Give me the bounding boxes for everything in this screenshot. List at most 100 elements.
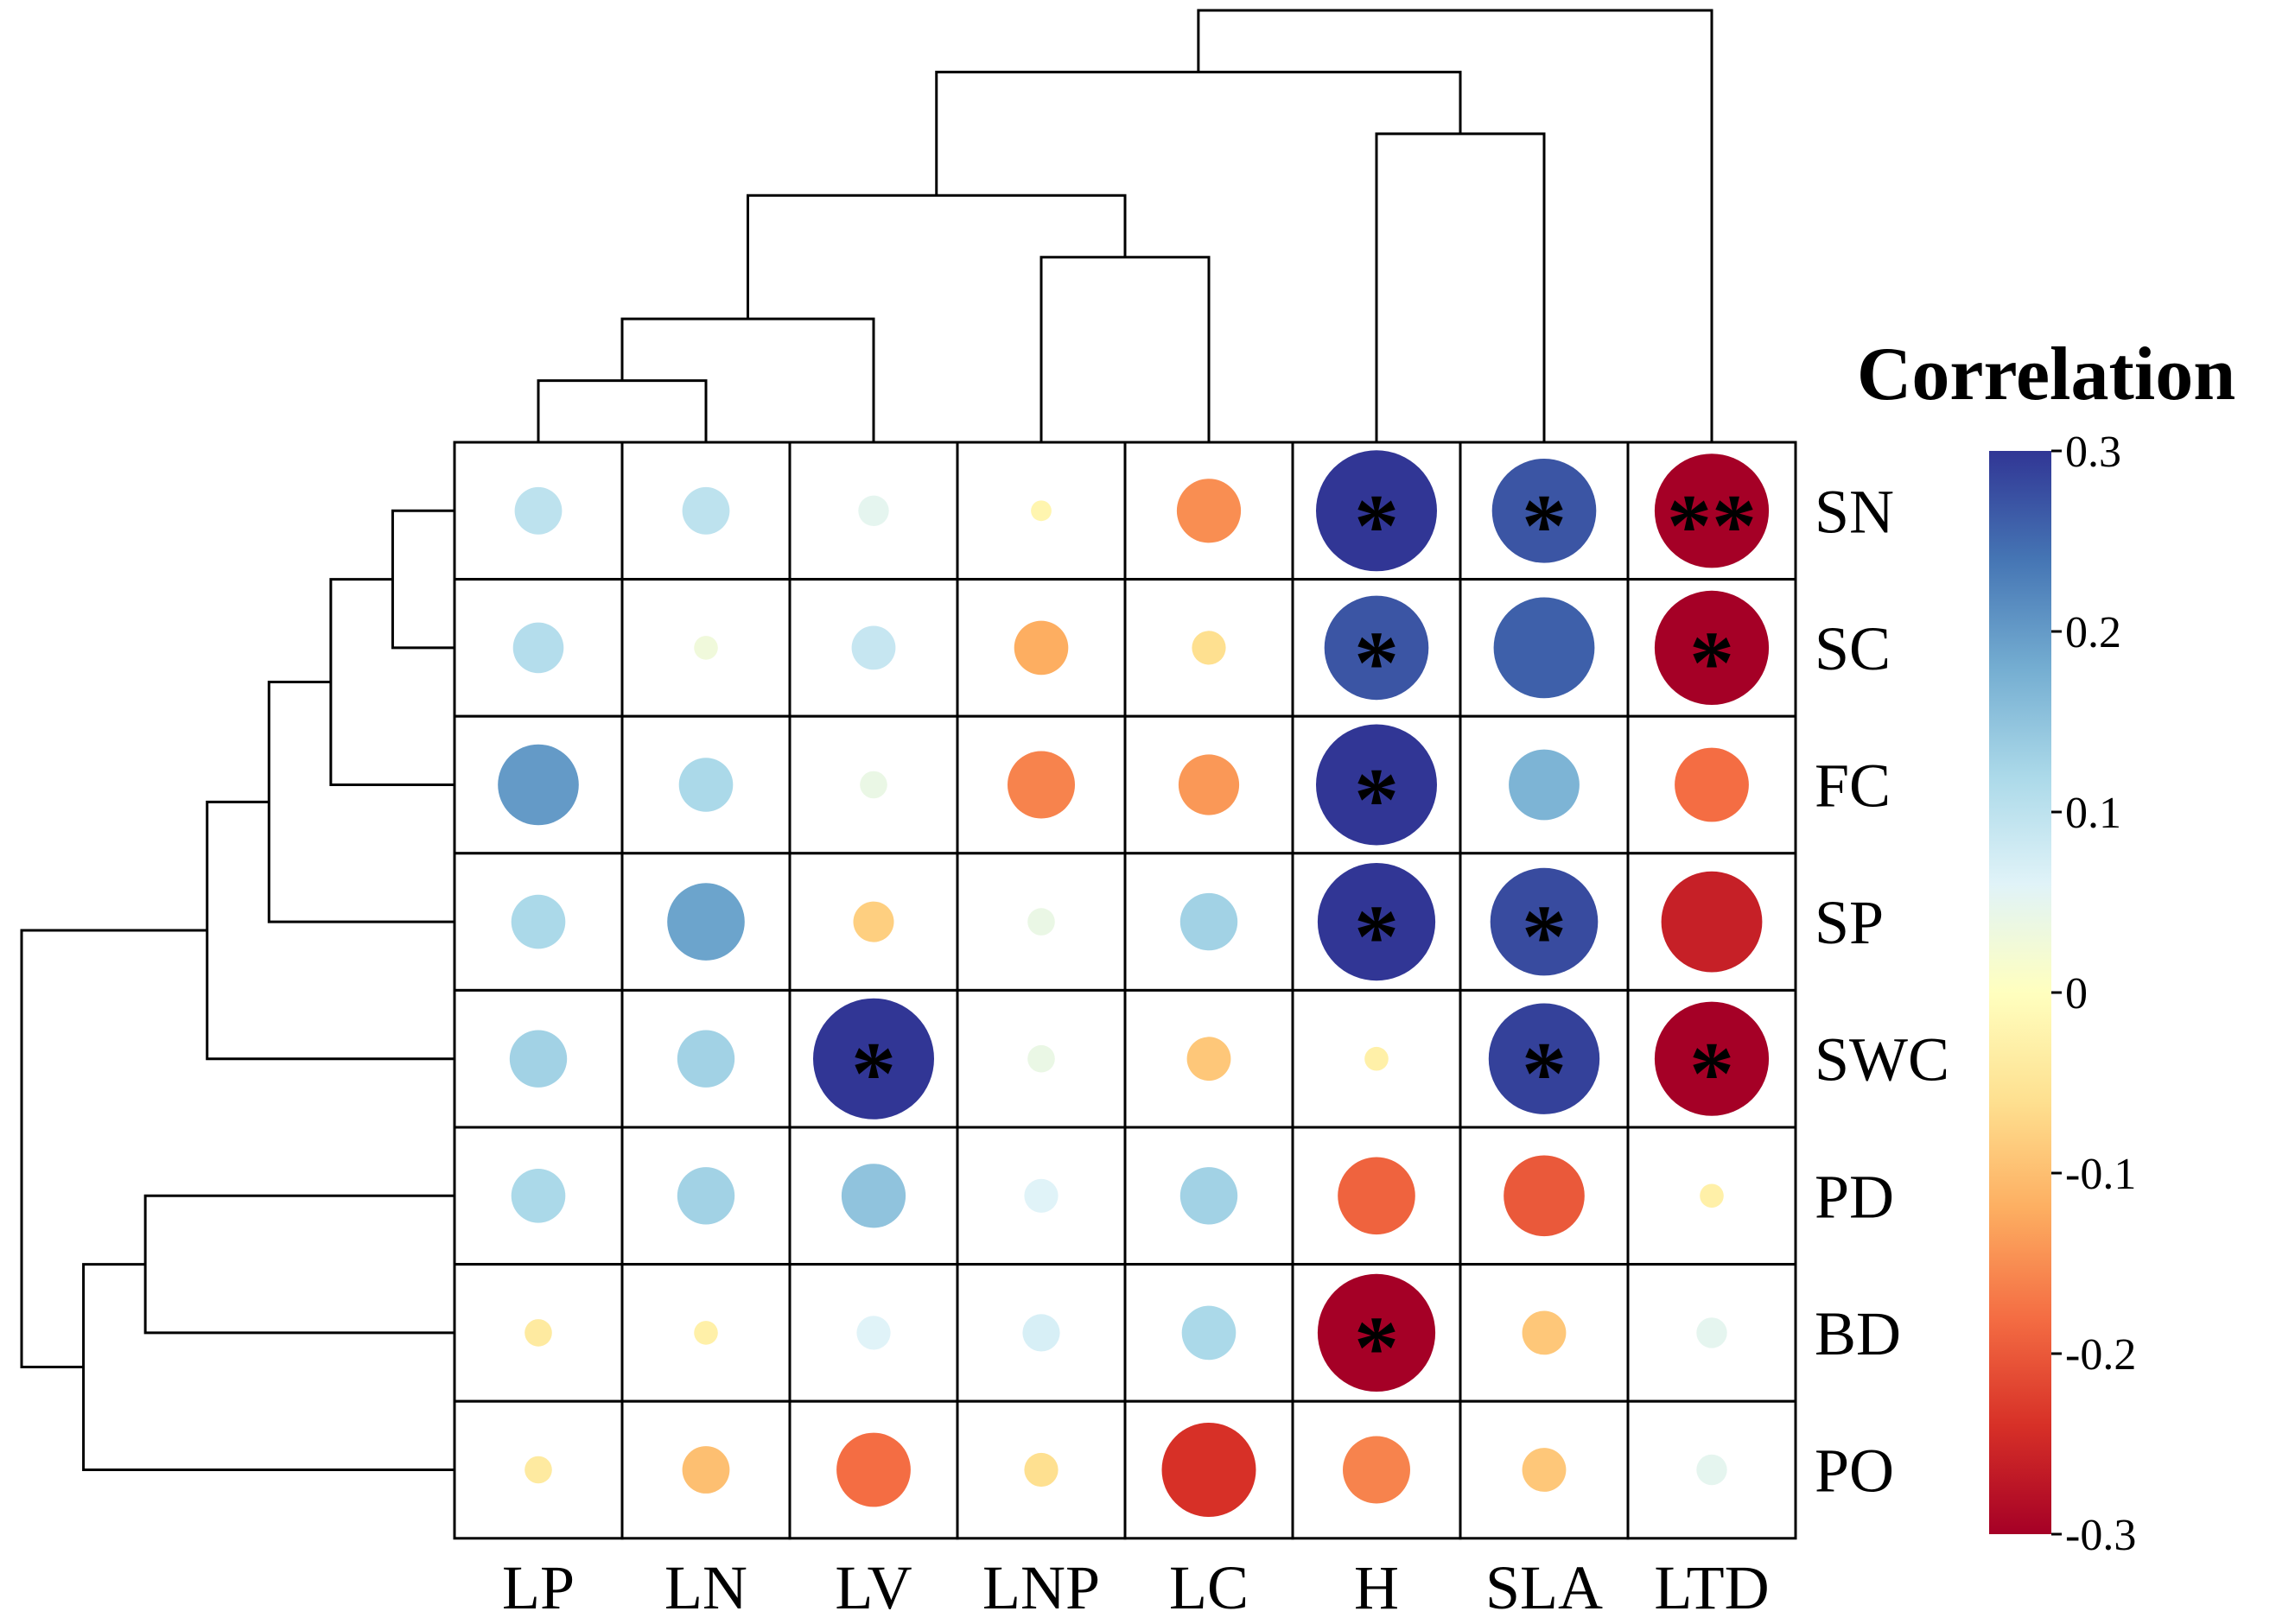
correlation-bubble [1488, 1003, 1600, 1114]
significance-marker: * [851, 1025, 896, 1124]
y-tick-label: SC [1815, 614, 1891, 683]
correlation-bubble [1176, 479, 1242, 543]
colorbar-tick-label: 0 [2065, 969, 2088, 1018]
correlation-bubble [1654, 1001, 1770, 1116]
column-dendrogram-link [537, 379, 708, 442]
colorbar-tick-label: -0.2 [2065, 1330, 2136, 1380]
correlation-bubble [858, 495, 889, 526]
correlation-bubble [1027, 908, 1055, 936]
correlation-bubble [682, 486, 730, 535]
colorbar-tick-label: -0.3 [2065, 1511, 2136, 1560]
row-dendrogram-link [82, 1263, 455, 1471]
row-dendrogram-link [20, 929, 207, 1369]
correlation-bubble [813, 998, 934, 1120]
y-axis-labels: SN SC FC SP SWC PD BD PO [1815, 477, 1949, 1505]
significance-marker: * [1354, 887, 1399, 986]
correlation-bubble [1027, 1044, 1055, 1073]
correlation-bubble [1343, 1436, 1410, 1504]
correlation-bubble [667, 883, 745, 961]
grid-cell [453, 1399, 624, 1540]
correlation-bubble [1490, 867, 1599, 976]
significance-marker: * [1522, 1025, 1567, 1124]
row-dendrogram-link [267, 681, 455, 923]
grid-cell [788, 578, 959, 718]
column-dendrogram-link [1197, 9, 1713, 442]
y-tick-label: PO [1815, 1437, 1894, 1506]
x-tick-label: LN [664, 1553, 747, 1620]
significance-labels: * * *** *** ** * ** [851, 476, 1757, 1398]
correlation-bubble [677, 1030, 735, 1088]
correlation-bubble [1509, 749, 1580, 821]
correlation-bubble [1024, 1452, 1059, 1488]
colorbar-tick-label: 0.1 [2065, 789, 2121, 838]
correlation-bubble [509, 1030, 568, 1088]
correlation-bubble [1661, 871, 1763, 973]
x-tick-label: LTD [1654, 1553, 1769, 1620]
heatmap-grid [453, 441, 1797, 1540]
significance-marker: * [1689, 613, 1734, 713]
correlation-bubble [498, 744, 579, 826]
significance-marker: ** [1667, 476, 1757, 575]
correlation-bubble [1008, 751, 1075, 819]
significance-marker: * [1354, 751, 1399, 850]
x-tick-label: H [1354, 1553, 1399, 1620]
grid-cell [1459, 1399, 1630, 1540]
correlation-bubble [853, 901, 894, 942]
correlation-bubble [512, 622, 564, 674]
grid-cell [788, 441, 959, 581]
correlation-bubble [1504, 1155, 1585, 1237]
correlation-bubble [1179, 1167, 1238, 1225]
correlation-bubble [1024, 1178, 1059, 1213]
correlation-bubble [1522, 1310, 1567, 1355]
y-tick-label: SWC [1815, 1025, 1949, 1094]
column-dendrogram-link [1039, 256, 1211, 442]
significance-marker: * [1354, 476, 1399, 575]
correlation-bubble [841, 1164, 906, 1228]
significance-marker: * [1354, 1298, 1399, 1398]
correlation-bubble [1181, 1305, 1237, 1361]
correlation-bubble [1031, 500, 1052, 522]
significance-marker: * [1522, 476, 1567, 575]
correlation-bubble [851, 625, 896, 670]
correlation-bubble [1491, 459, 1597, 563]
row-dendrogram-link [143, 1194, 455, 1335]
significance-marker: * [1689, 1025, 1734, 1124]
correlation-bubble [1696, 1317, 1727, 1348]
correlation-bubble [1654, 454, 1770, 568]
x-tick-label: LNP [982, 1553, 1100, 1620]
correlation-bubble [694, 1321, 718, 1345]
correlation-bubble [1700, 1183, 1724, 1208]
y-tick-label: PD [1815, 1162, 1894, 1231]
correlation-bubble [1022, 1314, 1060, 1352]
significance-marker: * [1354, 613, 1399, 713]
correlation-bubble [511, 894, 566, 949]
row-dendrogram-link [391, 509, 455, 650]
correlation-bubble [1316, 724, 1437, 846]
correlation-bubble [694, 636, 718, 660]
correlation-bubble [1338, 1157, 1415, 1235]
correlation-bubble [836, 1432, 911, 1507]
row-dendrogram [20, 509, 455, 1471]
colorbar: 0.3 0.2 0.1 0 -0.1 -0.2 -0.3 [1989, 428, 2136, 1560]
correlation-bubble [1654, 590, 1770, 706]
row-dendrogram-link [206, 800, 455, 1061]
correlation-bubble [1316, 450, 1437, 572]
y-tick-label: SP [1815, 888, 1884, 957]
correlation-bubble [1522, 1448, 1567, 1492]
correlation-bubble [860, 771, 887, 799]
correlation-bubble [677, 1167, 735, 1225]
x-tick-label: SLA [1485, 1553, 1603, 1620]
colorbar-tick-label: -0.1 [2065, 1150, 2136, 1199]
x-tick-label: LV [835, 1553, 912, 1620]
correlation-bubble [1317, 863, 1436, 981]
correlation-bubble [511, 1169, 566, 1223]
correlation-bubble [1493, 597, 1595, 699]
correlation-bubble [1192, 631, 1226, 665]
correlation-bubble [682, 1446, 730, 1494]
correlation-bubble [524, 1319, 552, 1347]
correlation-bubble [678, 758, 734, 812]
y-tick-label: SN [1815, 477, 1894, 546]
correlation-bubble [1317, 1273, 1436, 1392]
correlation-bubble [1014, 620, 1069, 676]
correlation-bubble [514, 486, 563, 535]
